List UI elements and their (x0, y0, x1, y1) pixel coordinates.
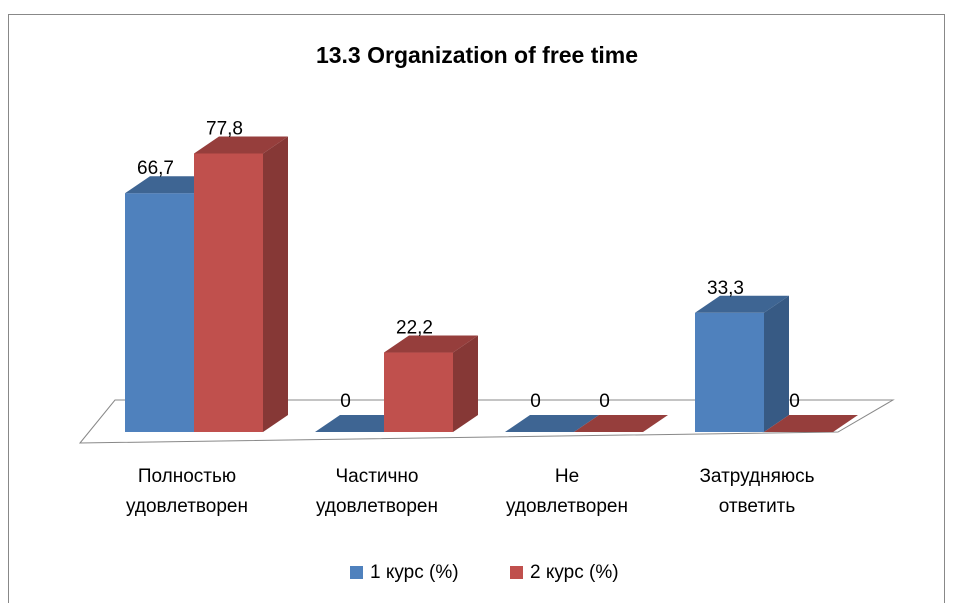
bar-top (574, 415, 668, 432)
x-tick-label: Полностью удовлетворен (126, 466, 248, 517)
legend-label: 1 курс (%) (370, 562, 459, 583)
bar-top (505, 415, 599, 432)
chart-border (8, 14, 945, 603)
data-label: 0 (340, 391, 351, 412)
bar (505, 415, 599, 432)
bar (194, 136, 288, 432)
chart-title: 13.3 Organization of free time (316, 42, 638, 68)
bar-front (194, 153, 263, 432)
data-label: 0 (599, 391, 610, 412)
data-label: 0 (789, 391, 800, 412)
bar-front (125, 193, 194, 432)
data-label: 33,3 (707, 278, 744, 299)
bar-top (764, 415, 858, 432)
bar-top (695, 295, 789, 313)
bar-front (695, 312, 764, 432)
bar-front (384, 352, 453, 432)
bar-side (764, 295, 789, 432)
bar-top (384, 335, 478, 353)
legend-swatch (350, 566, 363, 579)
bar (695, 295, 789, 432)
data-label: 22,2 (396, 318, 433, 339)
x-tick-label: Частично удовлетворен (316, 466, 438, 517)
bar-side (453, 335, 478, 432)
data-label: 77,8 (206, 118, 243, 139)
x-tick-label: Не удовлетворен (506, 466, 628, 517)
legend-swatch (510, 566, 523, 579)
bar (574, 415, 668, 432)
bar-side (263, 136, 288, 432)
x-tick-label: Затрудняюсь ответить (699, 466, 815, 517)
legend-label: 2 курс (%) (530, 562, 619, 583)
data-label: 0 (530, 391, 541, 412)
bar (384, 335, 478, 432)
data-label: 66,7 (137, 158, 174, 179)
bar (764, 415, 858, 432)
bar-top (194, 136, 288, 154)
